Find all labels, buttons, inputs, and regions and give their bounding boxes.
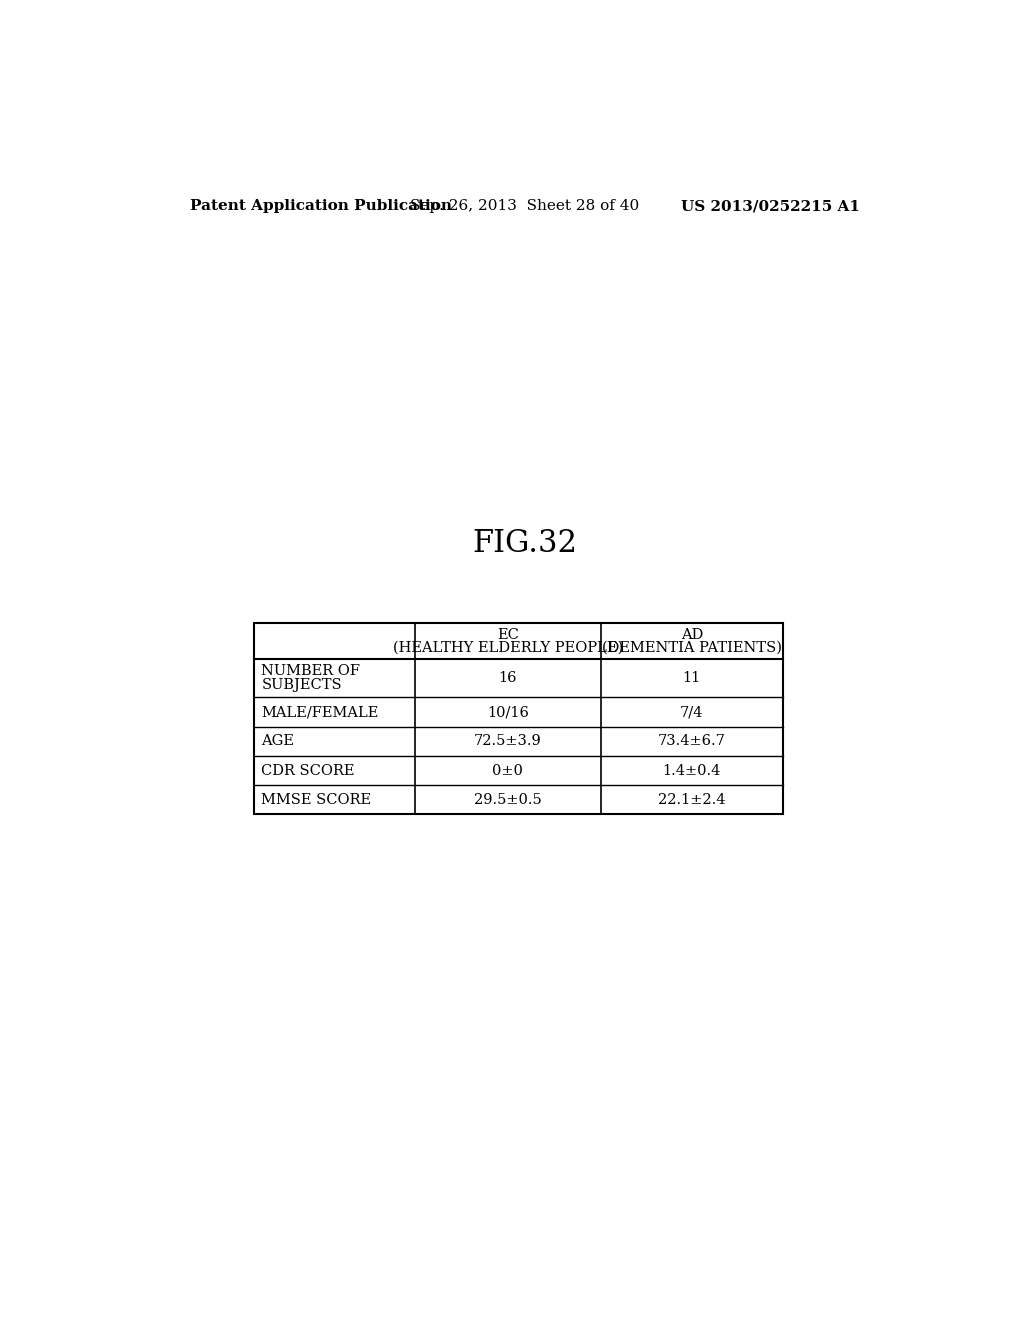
Text: SUBJECTS: SUBJECTS — [261, 678, 342, 692]
Text: 1.4±0.4: 1.4±0.4 — [663, 763, 721, 777]
Text: 72.5±3.9: 72.5±3.9 — [474, 734, 542, 748]
Text: 11: 11 — [683, 671, 701, 685]
Text: 16: 16 — [499, 671, 517, 685]
Text: CDR SCORE: CDR SCORE — [261, 763, 354, 777]
Bar — [254, 623, 783, 814]
Text: Patent Application Publication: Patent Application Publication — [190, 199, 452, 213]
Text: (DEMENTIA PATIENTS): (DEMENTIA PATIENTS) — [602, 640, 781, 655]
Text: 0±0: 0±0 — [493, 763, 523, 777]
Text: AGE: AGE — [261, 734, 294, 748]
Text: (HEALTHY ELDERLY PEOPLE): (HEALTHY ELDERLY PEOPLE) — [392, 640, 623, 655]
Text: FIG.32: FIG.32 — [472, 528, 578, 558]
Text: 7/4: 7/4 — [680, 705, 703, 719]
Text: 10/16: 10/16 — [486, 705, 528, 719]
Text: MALE/FEMALE: MALE/FEMALE — [261, 705, 379, 719]
Text: EC: EC — [497, 628, 519, 642]
Text: AD: AD — [681, 628, 703, 642]
Text: 73.4±6.7: 73.4±6.7 — [657, 734, 726, 748]
Text: 22.1±2.4: 22.1±2.4 — [658, 793, 726, 807]
Text: NUMBER OF: NUMBER OF — [261, 664, 360, 678]
Text: MMSE SCORE: MMSE SCORE — [261, 793, 372, 807]
Text: US 2013/0252215 A1: US 2013/0252215 A1 — [681, 199, 859, 213]
Text: Sep. 26, 2013  Sheet 28 of 40: Sep. 26, 2013 Sheet 28 of 40 — [411, 199, 639, 213]
Text: 29.5±0.5: 29.5±0.5 — [474, 793, 542, 807]
